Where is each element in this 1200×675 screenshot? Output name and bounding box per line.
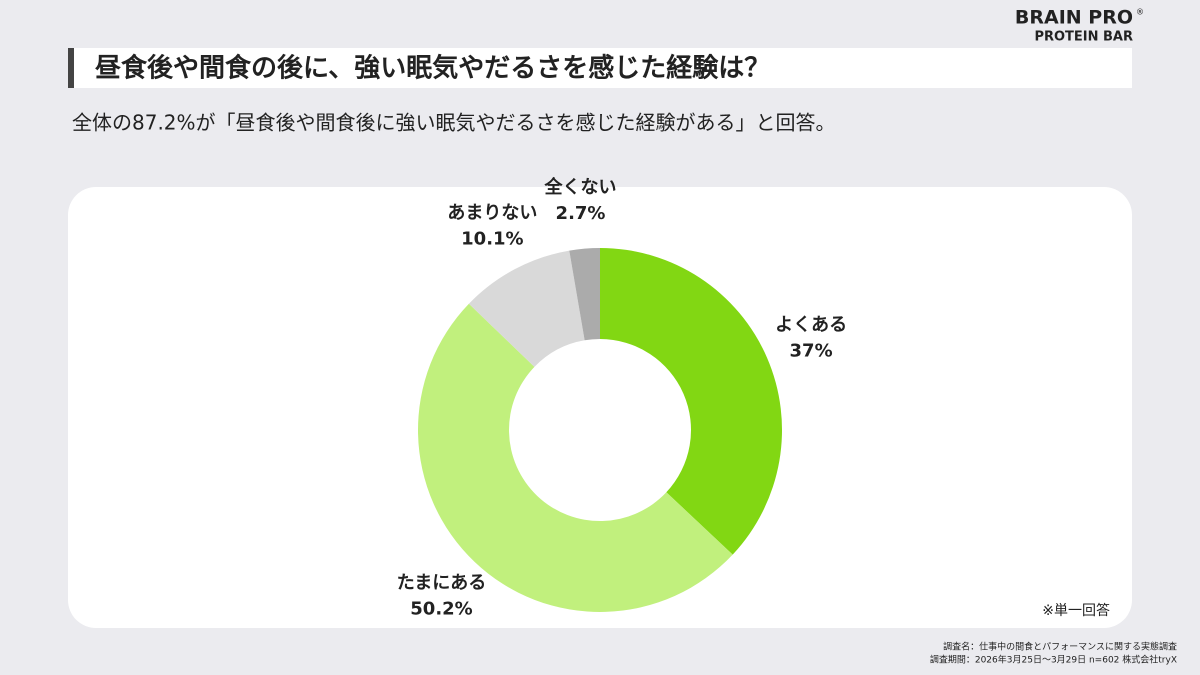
logo-mark: ® [1136, 8, 1144, 17]
donut-segment [569, 248, 600, 341]
value-label: 2.7% [556, 203, 606, 224]
value-label: 50.2% [410, 599, 472, 620]
chart-title: 昼食後や間食の後に、強い眠気やだるさを感じた経験は？ [95, 53, 770, 84]
title-bar [68, 48, 1132, 88]
logo-product: PROTEIN BAR [1034, 30, 1133, 45]
category-label: たまにある [397, 573, 486, 594]
note: ※単一回答 [1042, 602, 1110, 619]
chart-card [68, 187, 1132, 628]
subtitle: 全体の87.2%が「昼食後や間食後に強い眠気やだるさを感じた経験がある」と回答。 [72, 111, 836, 135]
category-label: よくある [775, 315, 847, 336]
value-label: 37% [790, 341, 833, 362]
logo-brand: BRAIN PRO [1015, 7, 1133, 29]
source: 調査名：仕事中の間食とパフォーマンスに関する実態調査 [943, 641, 1177, 653]
donut-segment [600, 248, 783, 555]
source: 調査期間：2026年3月25日〜3月29日 n=602 株式会社tryX [930, 654, 1177, 666]
value-label: 10.1% [461, 229, 523, 250]
category-label: 全くない [544, 176, 617, 198]
donut-segment [468, 250, 585, 367]
category-label: あまりない [447, 203, 537, 224]
donut-segment [418, 303, 733, 612]
title-accent [68, 48, 74, 88]
